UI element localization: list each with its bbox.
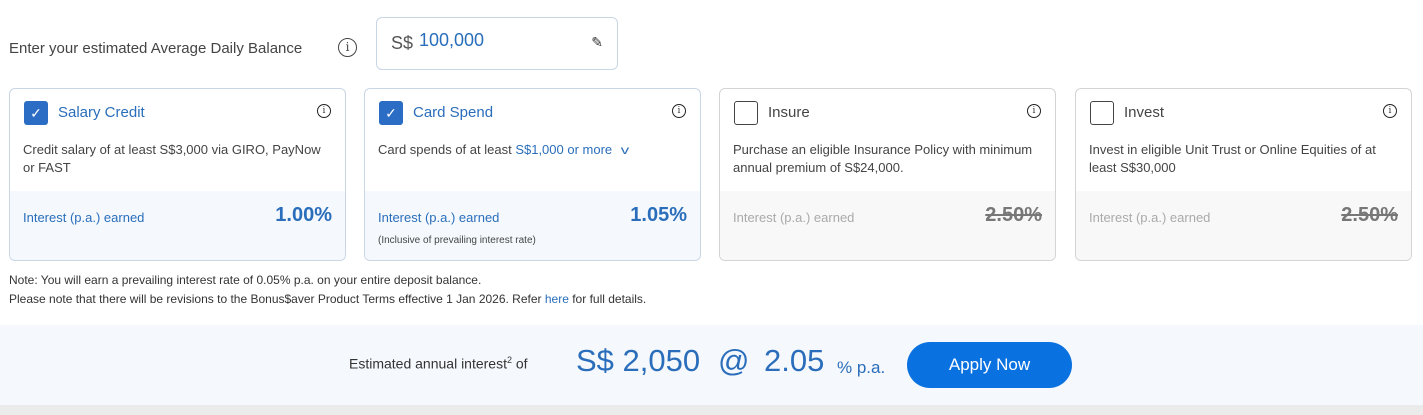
info-icon[interactable]: i [317,104,331,118]
earn-section: Interest (p.a.) earned 1.00% [10,191,345,260]
earn-rate: 1.00% [275,204,332,226]
checkbox-card-spend[interactable]: ✓ [379,101,403,125]
estimated-rate: 2.05 [764,343,825,378]
pencil-icon[interactable]: ✎ [591,34,603,50]
estimate-text: Estimated annual interest [349,355,507,372]
earn-label: Interest (p.a.) earned [1089,210,1211,225]
info-icon[interactable]: i [1383,104,1397,118]
card-title: Card Spend [413,104,494,121]
card-title: Invest [1124,104,1165,121]
earn-label: Interest (p.a.) earned [378,210,500,225]
at-symbol: @ [718,343,750,378]
card-salary-credit: ✓ Salary Credit i Credit salary of at le… [9,88,346,261]
earn-section: Interest (p.a.) earned 1.05% (Inclusive … [365,191,700,260]
rate-unit: % p.a. [837,358,886,377]
info-icon[interactable]: i [672,104,686,118]
card-description: Card spends of at least S$1,000 or more v [378,141,688,159]
balance-field[interactable]: S$ ✎ [376,17,618,70]
card-description: Purchase an eligible Insurance Policy wi… [733,142,1033,175]
footer-strip [0,405,1423,415]
info-icon[interactable]: i [338,38,357,57]
estimate-label: Estimated annual interest2 of [349,355,528,372]
note-line-2: Please note that there will be revisions… [9,290,646,309]
spend-dropdown[interactable]: S$1,000 or more [515,142,613,157]
earn-section: Interest (p.a.) earned 2.50% [1076,191,1411,260]
card-description: Invest in eligible Unit Trust or Online … [1089,142,1376,175]
note-line-1: Note: You will earn a prevailing interes… [9,273,482,287]
balance-input[interactable] [419,30,569,51]
note-text: for full details. [568,292,647,306]
earn-label: Interest (p.a.) earned [23,210,145,225]
earn-rate: 2.50% [1341,204,1398,226]
desc-text: Card spends of at least [378,142,516,157]
checkbox-insure[interactable] [734,101,758,125]
checkbox-salary-credit[interactable]: ✓ [24,101,48,125]
estimate-of: of [512,355,528,372]
info-icon[interactable]: i [1027,104,1041,118]
note-text: Please note that there will be revisions… [9,292,545,306]
currency-label: S$ [391,33,414,53]
balance-label: Enter your estimated Average Daily Balan… [9,40,303,57]
earn-section: Interest (p.a.) earned 2.50% [720,191,1055,260]
note: Note: You will earn a prevailing interes… [9,271,646,309]
footnote-marker: 2 [506,355,512,365]
card-title: Insure [768,104,810,121]
card-insure: Insure i Purchase an eligible Insurance … [719,88,1056,261]
checkbox-invest[interactable] [1090,101,1114,125]
here-link[interactable]: here [544,292,569,306]
earn-label: Interest (p.a.) earned [733,210,855,225]
earn-subnote: (Inclusive of prevailing interest rate) [378,235,536,246]
chevron-down-icon[interactable]: v [620,143,630,157]
apply-now-button[interactable]: Apply Now [907,342,1072,388]
card-title: Salary Credit [58,104,145,121]
earn-rate: 2.50% [985,204,1042,226]
estimated-amount: S$ 2,050 [576,343,701,378]
card-card-spend: ✓ Card Spend i Card spends of at least S… [364,88,701,261]
earn-rate: 1.05% [630,204,687,226]
summary-bar [0,325,1423,405]
card-invest: Invest i Invest in eligible Unit Trust o… [1075,88,1412,261]
card-description: Credit salary of at least S$3,000 via GI… [23,142,321,175]
